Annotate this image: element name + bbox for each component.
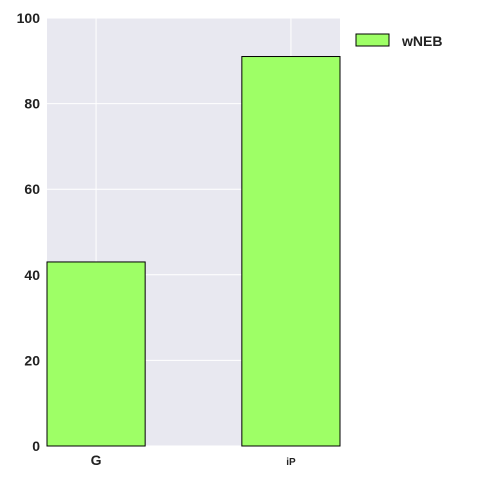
y-tick-label: 20 [24, 352, 40, 368]
bar-g [46, 261, 146, 447]
y-tick-label: 60 [24, 181, 40, 197]
bars [46, 56, 341, 447]
x-tick-label: G [91, 452, 102, 468]
y-tick-label: 80 [24, 96, 40, 112]
y-axis-tick-labels: 0 20 40 60 80 100 [17, 10, 41, 454]
legend: wNEB [355, 33, 442, 49]
x-tick-label: iP [286, 457, 296, 468]
y-tick-label: 40 [24, 267, 40, 283]
y-tick-label: 100 [17, 10, 41, 26]
legend-swatch [355, 33, 390, 47]
y-tick-label: 0 [32, 438, 40, 454]
bar-ip [241, 56, 341, 447]
legend-label: wNEB [401, 33, 442, 49]
